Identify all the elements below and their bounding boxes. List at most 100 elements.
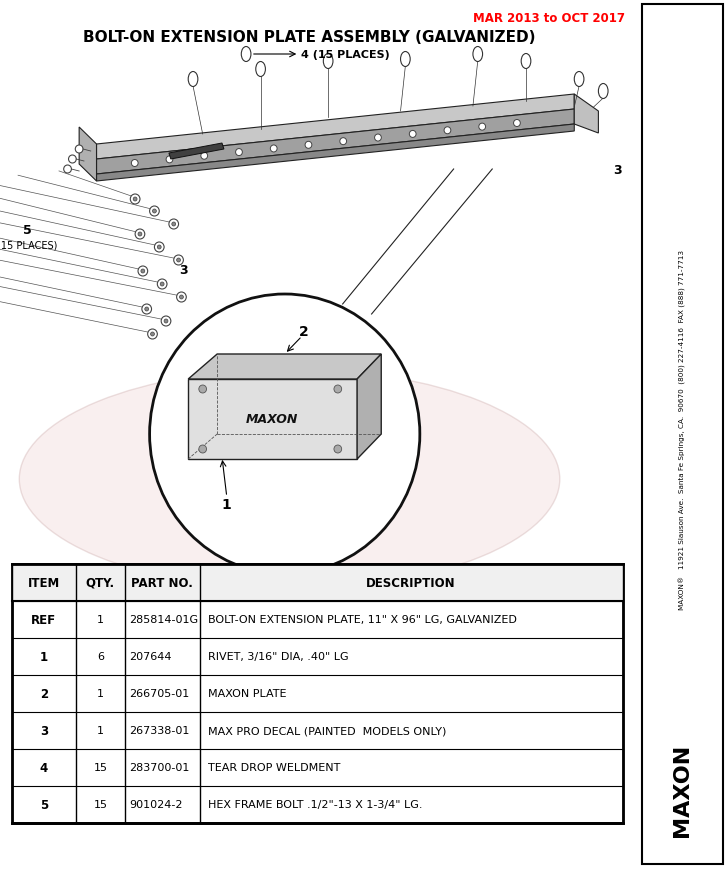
Text: 1: 1 [97,689,104,699]
Circle shape [157,280,167,289]
Bar [12,564,622,601]
Text: TEAR DROP WELDMENT: TEAR DROP WELDMENT [207,763,340,773]
Circle shape [169,220,178,229]
Text: SPECIALISTS: SPECIALISTS [190,481,389,508]
Circle shape [138,233,142,236]
Circle shape [334,446,341,454]
Polygon shape [189,380,357,460]
Text: REF: REF [31,614,57,627]
Ellipse shape [521,55,531,70]
Text: QTY.: QTY. [86,576,115,589]
Text: 285814-01G: 285814-01G [130,614,199,625]
Text: BOLT-ON EXTENSION PLATE, 11" X 96" LG, GALVANIZED: BOLT-ON EXTENSION PLATE, 11" X 96" LG, G… [207,614,516,625]
Polygon shape [357,355,381,460]
Circle shape [131,160,138,168]
Circle shape [199,386,207,394]
Circle shape [305,143,312,149]
Circle shape [64,166,71,174]
Text: 267338-01: 267338-01 [130,726,190,736]
Text: 901024-2: 901024-2 [130,799,183,810]
Text: 2: 2 [299,325,309,339]
Polygon shape [79,128,97,182]
Text: 283700-01: 283700-01 [130,763,190,773]
Circle shape [409,131,416,138]
Text: 1: 1 [40,650,48,663]
Circle shape [151,333,154,336]
Text: 6: 6 [97,652,104,661]
Text: EQUIPMENT: EQUIPMENT [197,446,382,474]
Text: MAX PRO DECAL (PAINTED  MODELS ONLY): MAX PRO DECAL (PAINTED MODELS ONLY) [207,726,446,736]
Polygon shape [97,95,574,160]
Text: 4 (15 PLACES): 4 (15 PLACES) [301,50,390,60]
Circle shape [148,329,157,340]
Circle shape [145,308,149,312]
Text: PART NO.: PART NO. [131,576,193,589]
Polygon shape [97,109,574,175]
Text: 266705-01: 266705-01 [130,689,189,699]
Text: DESCRIPTION: DESCRIPTION [366,576,456,589]
Text: 3: 3 [40,724,48,737]
Circle shape [177,293,186,302]
Circle shape [157,246,161,249]
Polygon shape [189,355,381,380]
Text: 5: 5 [23,223,31,236]
Circle shape [199,446,207,454]
Circle shape [141,269,145,274]
Circle shape [444,128,451,135]
Circle shape [133,198,137,202]
Circle shape [154,242,164,253]
Ellipse shape [473,48,483,63]
Ellipse shape [400,52,410,68]
Text: MAXON: MAXON [246,413,298,426]
Text: 15: 15 [93,799,107,810]
Ellipse shape [323,55,333,70]
Circle shape [149,207,159,216]
Circle shape [375,135,381,142]
Polygon shape [574,95,598,134]
Circle shape [172,222,175,227]
Bar [642,5,723,864]
Circle shape [479,124,486,131]
Circle shape [270,146,277,153]
Text: HEX FRAME BOLT .1/2"-13 X 1-3/4" LG.: HEX FRAME BOLT .1/2"-13 X 1-3/4" LG. [207,799,422,810]
Text: 5: 5 [40,798,48,811]
Circle shape [334,386,341,394]
Polygon shape [97,125,574,182]
Ellipse shape [241,48,251,63]
Circle shape [174,255,183,266]
Circle shape [166,156,173,163]
Text: MAXON: MAXON [672,742,692,836]
Circle shape [160,282,164,287]
Text: MAR 2013 to OCT 2017: MAR 2013 to OCT 2017 [473,12,625,25]
Text: 1: 1 [97,614,104,625]
Circle shape [164,320,168,323]
Text: 15: 15 [93,763,107,773]
Text: ITEM: ITEM [28,576,60,589]
Circle shape [138,267,148,276]
Circle shape [161,316,171,327]
Circle shape [152,209,157,214]
Circle shape [142,305,151,315]
Circle shape [135,229,145,240]
Text: MAXON®   11921 Slauson Ave.  Santa Fe Springs, CA.  90670  (800) 227-4116  FAX (: MAXON® 11921 Slauson Ave. Santa Fe Sprin… [678,249,686,609]
Ellipse shape [574,72,584,88]
Text: 1: 1 [97,726,104,736]
Circle shape [201,153,207,160]
Text: BOLT-ON EXTENSION PLATE ASSEMBLY (GALVANIZED): BOLT-ON EXTENSION PLATE ASSEMBLY (GALVAN… [82,30,535,45]
Text: 4: 4 [40,761,48,774]
Ellipse shape [189,72,198,88]
Circle shape [180,295,183,300]
Bar [12,564,622,823]
Polygon shape [169,144,224,160]
Circle shape [130,195,140,205]
Text: 1: 1 [222,497,232,512]
Circle shape [75,146,83,154]
Text: (15 PLACES): (15 PLACES) [0,240,58,249]
Text: 3: 3 [614,163,622,176]
Text: MAXON PLATE: MAXON PLATE [207,689,286,699]
Text: 3: 3 [179,263,188,276]
Circle shape [513,121,521,128]
Circle shape [177,259,181,262]
Ellipse shape [256,63,266,77]
Text: RIVET, 3/16" DIA, .40" LG: RIVET, 3/16" DIA, .40" LG [207,652,348,661]
